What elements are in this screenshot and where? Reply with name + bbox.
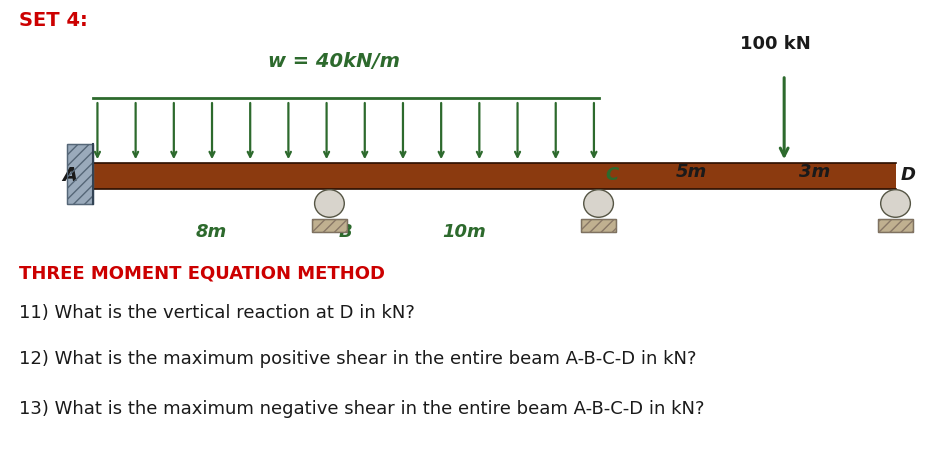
Bar (67, 145, 93, 204)
Text: 11) What is the vertical reaction at D in kN?: 11) What is the vertical reaction at D i… (19, 303, 414, 321)
Text: 13) What is the maximum negative shear in the entire beam A-B-C-D in kN?: 13) What is the maximum negative shear i… (19, 399, 704, 417)
Ellipse shape (880, 190, 909, 218)
Text: 8m: 8m (196, 223, 227, 241)
Bar (311, 219, 347, 233)
Text: 3m: 3m (798, 162, 830, 180)
Bar (877, 219, 912, 233)
Bar (67, 145, 93, 204)
Bar (311, 219, 347, 233)
Ellipse shape (583, 190, 613, 218)
Text: A: A (62, 166, 77, 185)
Text: SET 4:: SET 4: (19, 11, 87, 30)
Ellipse shape (314, 190, 344, 218)
Text: 12) What is the maximum positive shear in the entire beam A-B-C-D in kN?: 12) What is the maximum positive shear i… (19, 349, 695, 367)
Bar (877, 219, 912, 233)
Text: C: C (604, 165, 617, 184)
Text: 10m: 10m (441, 223, 486, 241)
Bar (580, 219, 616, 233)
Text: 5m: 5m (675, 162, 706, 180)
Text: D: D (899, 165, 914, 184)
Text: B: B (338, 223, 352, 241)
Bar (93, 164, 895, 189)
Bar (580, 219, 616, 233)
Text: w = 40kN/m: w = 40kN/m (268, 52, 400, 71)
Text: THREE MOMENT EQUATION METHOD: THREE MOMENT EQUATION METHOD (19, 264, 384, 282)
Text: 100 kN: 100 kN (739, 35, 809, 53)
